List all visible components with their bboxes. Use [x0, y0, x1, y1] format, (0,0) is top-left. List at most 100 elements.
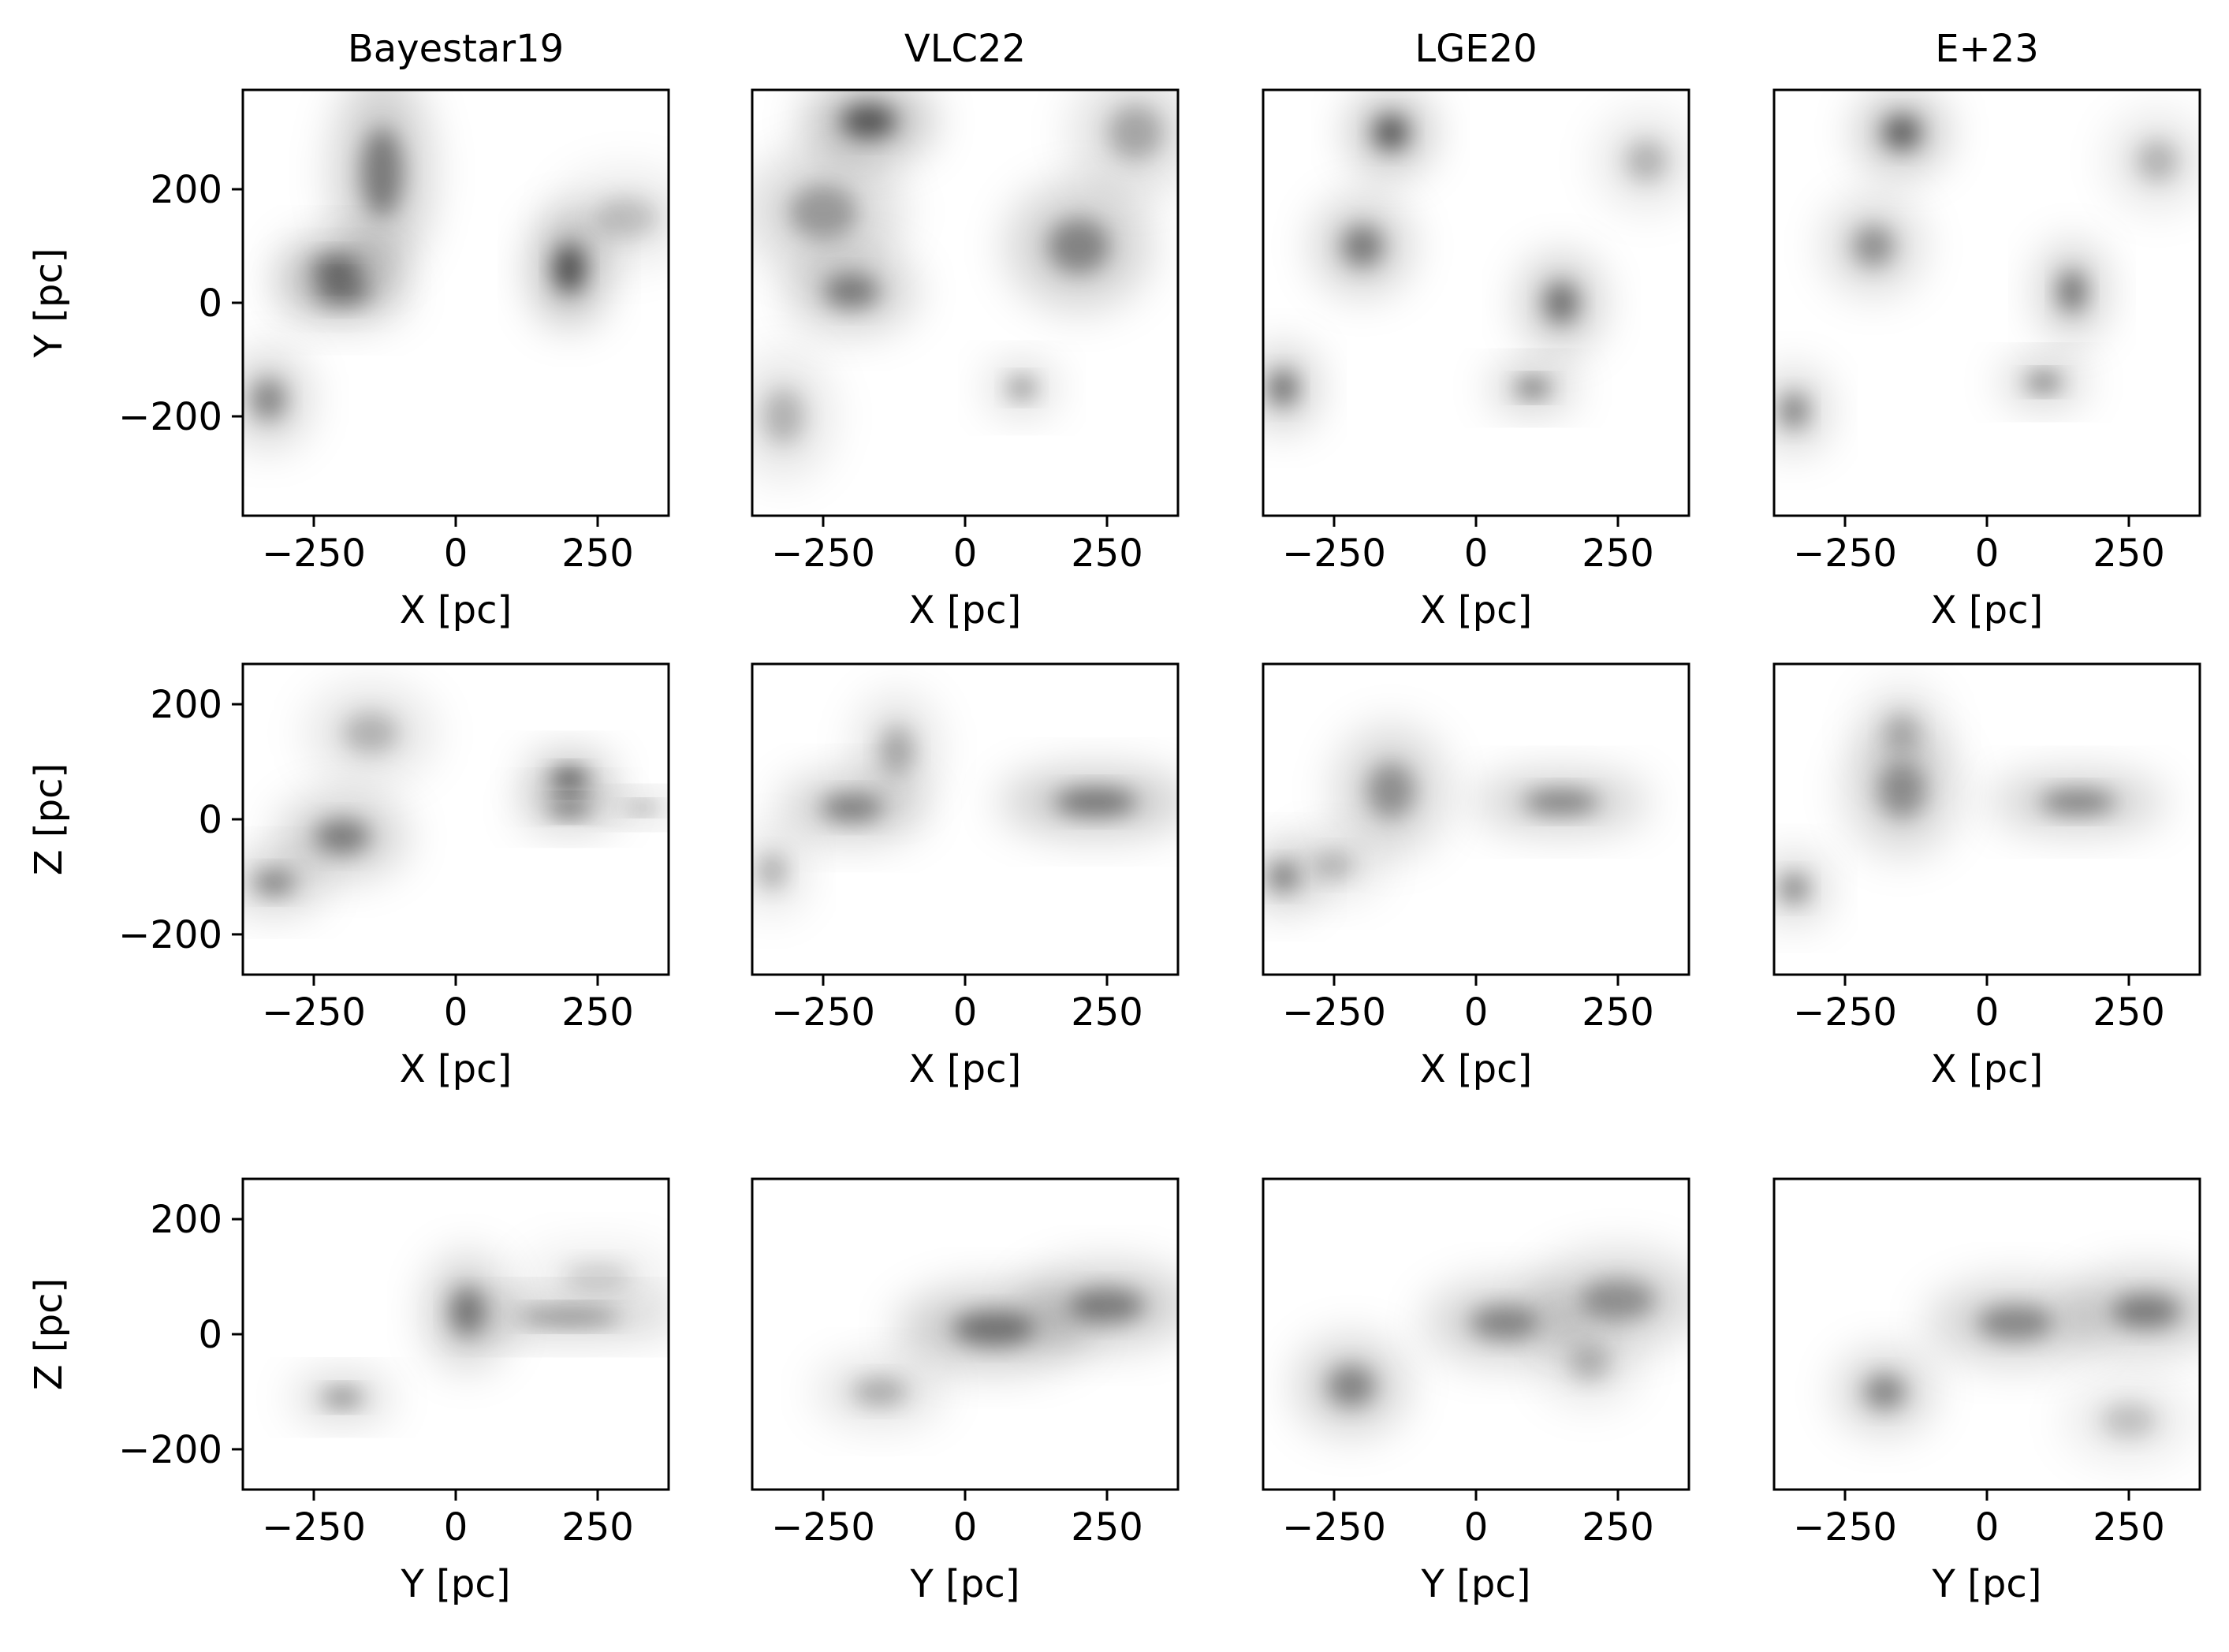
x-axis-label: X [pc]	[1931, 588, 2043, 632]
dust-cloud	[1544, 282, 1579, 323]
panel-YZ-VLC22: −250 0 250 Y [pc]	[751, 1177, 1180, 1606]
y-tick-label: −200	[118, 913, 222, 957]
dust-cloud	[343, 712, 398, 754]
dust-density-map	[752, 693, 1178, 912]
x-tick-label: −250	[771, 1505, 875, 1549]
dust-cloud	[1008, 378, 1036, 398]
dust-cloud	[841, 104, 896, 139]
x-tick-label: 250	[2093, 531, 2165, 576]
dust-cloud	[1884, 712, 1919, 754]
panel-XY-VLC22: −250 0 250 X [pc]	[751, 88, 1180, 632]
x-tick-label: 250	[561, 531, 634, 576]
dust-cloud	[315, 819, 370, 854]
dust-cloud	[253, 870, 295, 895]
panel-XZ-LGE20: −250 0 250 X [pc]	[1262, 662, 1690, 1091]
dust-cloud	[1054, 788, 1137, 816]
dust-cloud	[821, 793, 882, 822]
dust-cloud	[762, 389, 804, 444]
x-tick-label: 0	[1975, 531, 2000, 576]
dust-cloud	[1342, 226, 1383, 267]
dust-cloud	[563, 1262, 632, 1291]
x-tick-label: −250	[1793, 990, 1897, 1035]
y-tick-label: 200	[150, 683, 222, 727]
panel-XZ-E+23: −250 0 250 X [pc]	[1772, 662, 2201, 1091]
column-title: Bayestar19	[348, 27, 564, 71]
y-tick-label: 0	[198, 1313, 222, 1357]
x-tick-label: −250	[262, 1505, 366, 1549]
panel-XZ-Bayestar19: −250 0 250 X [pc] −200 0 200 Z [pc]	[27, 662, 670, 1091]
x-tick-label: 0	[953, 990, 978, 1035]
x-tick-label: 250	[2093, 1505, 2165, 1549]
x-axis-label: Y [pc]	[910, 1562, 1020, 1606]
dust-cloud	[2026, 374, 2061, 391]
dust-cloud	[1877, 763, 1926, 819]
dust-cloud	[1580, 1278, 1656, 1321]
dust-cloud	[824, 274, 879, 309]
dust-cloud	[1569, 1345, 1610, 1381]
y-tick-label: 0	[198, 798, 222, 842]
x-tick-label: 0	[1464, 531, 1489, 576]
x-tick-label: 250	[1071, 1505, 1143, 1549]
dust-cloud	[1626, 140, 1667, 181]
dust-cloud	[361, 128, 403, 217]
dust-cloud	[2137, 140, 2178, 181]
y-tick-label: 200	[150, 1198, 222, 1242]
dust-cloud	[1069, 1288, 1145, 1323]
x-tick-label: 0	[1975, 1505, 2000, 1549]
x-tick-label: 0	[444, 1505, 468, 1549]
x-axis-label: Y [pc]	[401, 1562, 511, 1606]
dust-cloud	[2101, 1403, 2156, 1438]
dust-cloud	[1108, 105, 1163, 160]
panel-YZ-LGE20: −250 0 250 Y [pc]	[1262, 1177, 1690, 1606]
x-tick-label: −250	[1793, 531, 1897, 576]
dust-cloud	[315, 278, 370, 305]
dust-density-map	[1836, 1270, 2200, 1461]
dust-cloud	[1780, 874, 1808, 903]
x-tick-label: 0	[444, 990, 468, 1035]
x-axis-label: X [pc]	[1420, 588, 1532, 632]
dust-cloud	[518, 1308, 621, 1326]
x-tick-label: 250	[1582, 990, 1654, 1035]
x-tick-label: 250	[1582, 1505, 1654, 1549]
dust-cloud	[1366, 763, 1415, 819]
y-axis-label: Y [pc]	[27, 248, 71, 359]
dust-density-map	[294, 1244, 669, 1418]
dust-density-map	[1774, 684, 2166, 921]
dust-cloud	[1977, 1305, 2053, 1341]
y-tick-label: −200	[118, 395, 222, 439]
dust-cloud	[1780, 393, 1808, 428]
dust-cloud	[251, 379, 285, 420]
x-tick-label: −250	[1282, 990, 1386, 1035]
dust-density-map	[816, 1265, 1178, 1424]
x-axis-label: Y [pc]	[1421, 1562, 1531, 1606]
dust-density-map	[243, 90, 669, 447]
dust-density-map	[1263, 725, 1649, 909]
x-tick-label: −250	[771, 531, 875, 576]
dust-cloud	[2112, 1293, 2180, 1329]
dust-density-map	[752, 90, 1178, 480]
panel-XY-Bayestar19: −250 0 250 X [pc] −200 0 200 Y [pc]	[27, 88, 670, 632]
x-tick-label: 0	[953, 1505, 978, 1549]
x-tick-label: −250	[1793, 1505, 1897, 1549]
dust-density-map	[243, 684, 669, 912]
dust-cloud	[449, 1287, 485, 1336]
dust-cloud	[758, 853, 786, 889]
x-tick-label: 250	[1071, 531, 1143, 576]
dust-cloud	[554, 244, 585, 293]
y-tick-label: 0	[198, 282, 222, 326]
dust-cloud	[1048, 218, 1109, 274]
dust-density-map	[1295, 1251, 1689, 1434]
dust-cloud	[2058, 270, 2086, 312]
x-axis-label: X [pc]	[909, 1047, 1021, 1091]
column-title: LGE20	[1415, 27, 1537, 71]
x-axis-label: X [pc]	[909, 588, 1021, 632]
dust-density-map	[1774, 92, 2200, 451]
x-axis-label: X [pc]	[1931, 1047, 2043, 1091]
dust-cloud	[1269, 863, 1297, 891]
column-title: E+23	[1935, 27, 2039, 71]
dust-cloud	[1523, 789, 1599, 815]
dust-cloud	[852, 1378, 908, 1406]
dust-cloud	[1883, 115, 1921, 150]
x-axis-label: Y [pc]	[1932, 1562, 2042, 1606]
